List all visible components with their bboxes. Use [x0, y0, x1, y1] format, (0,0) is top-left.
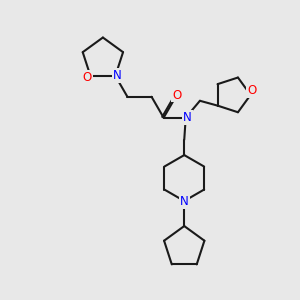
Text: N: N — [180, 195, 189, 208]
Text: O: O — [248, 84, 257, 97]
Text: N: N — [183, 111, 192, 124]
Text: O: O — [83, 71, 92, 84]
Text: N: N — [113, 69, 122, 82]
Text: O: O — [172, 88, 182, 101]
